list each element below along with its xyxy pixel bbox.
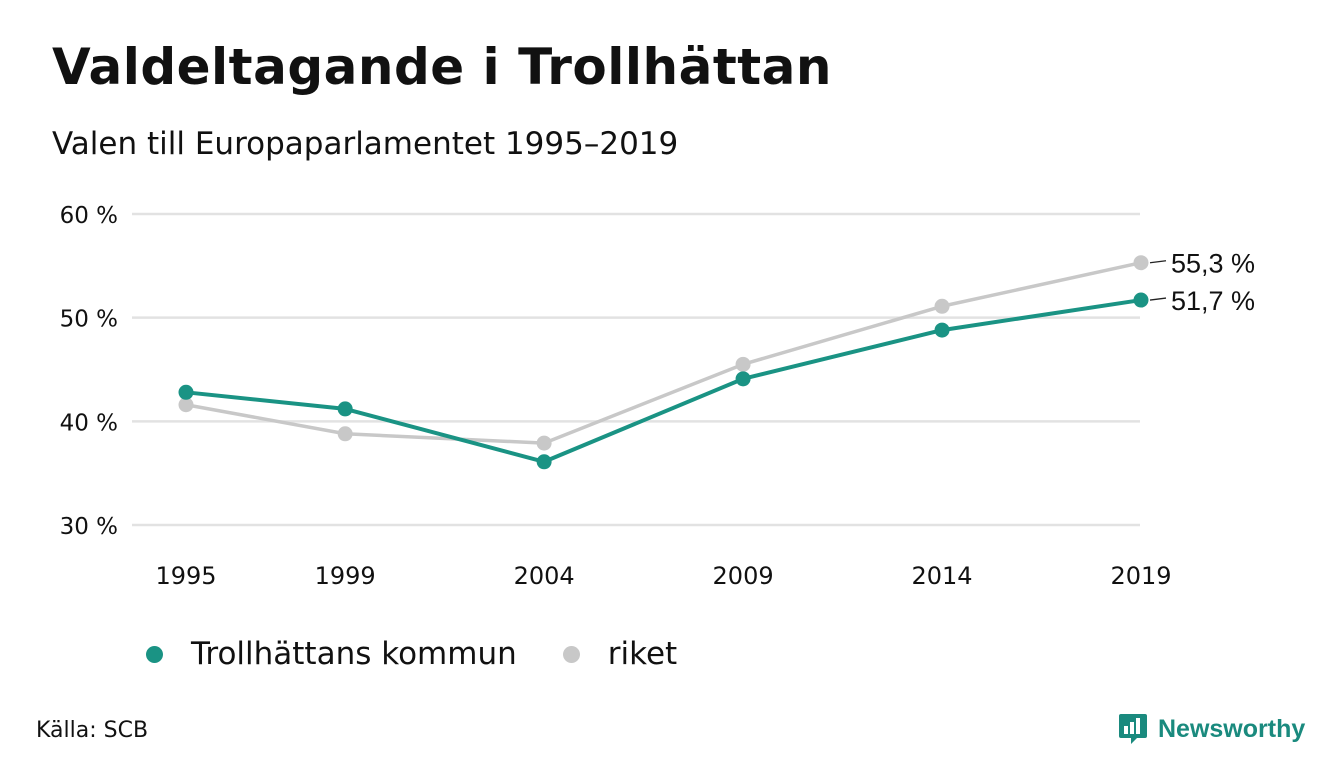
x-tick-label: 2009: [713, 562, 774, 590]
data-point-kommun: [934, 322, 950, 338]
data-point-kommun: [178, 384, 194, 400]
source-note: Källa: SCB: [36, 718, 149, 743]
end-label-leader: [1149, 260, 1167, 264]
y-tick-label: 30 %: [60, 514, 118, 540]
end-label-kommun: 51,7 %: [1171, 286, 1255, 316]
legend: Trollhättans kommun riket: [146, 636, 723, 672]
legend-item-riket: riket: [562, 636, 678, 672]
legend-dot-icon: [146, 645, 163, 663]
end-label-riket: 55,3 %: [1171, 249, 1255, 279]
legend-dot-icon: [562, 645, 580, 663]
gridlines: [132, 212, 1140, 527]
end-label-leader: [1149, 297, 1167, 301]
data-point-kommun: [536, 454, 552, 470]
data-point-riket: [1133, 255, 1149, 271]
legend-item-kommun: Trollhättans kommun: [146, 636, 517, 672]
data-point-riket: [735, 356, 751, 372]
y-tick-label: 40 %: [60, 410, 118, 436]
brand-name: Newsworthy: [1158, 714, 1306, 743]
end-labels: 55,3 % 51,7 %: [1149, 249, 1255, 316]
x-tick-label: 1995: [155, 562, 216, 590]
y-tick-label: 60 %: [60, 203, 118, 229]
series-lines: [178, 255, 1149, 470]
line-chart: 30 % 40 % 50 % 60 % 1995 1999 2004 2009 2014 201…: [60, 203, 1256, 590]
data-point-kommun: [1133, 292, 1149, 308]
series-line-kommun: [185, 298, 1142, 464]
x-tick-label: 2004: [514, 562, 575, 590]
chart-title: Valdeltagande i Trollhättan: [52, 38, 832, 96]
brand-logo: Newsworthy: [1118, 712, 1305, 746]
data-point-riket: [178, 397, 194, 413]
data-point-kommun: [735, 371, 751, 387]
data-point-riket: [934, 298, 950, 314]
data-point-riket: [337, 426, 353, 442]
x-tick-label: 2014: [912, 562, 973, 590]
legend-label-riket: riket: [607, 636, 678, 672]
x-tick-label: 1999: [315, 562, 376, 590]
chart-subtitle: Valen till Europaparlamentet 1995–2019: [52, 126, 679, 162]
x-axis-ticks: 1995 1999 2004 2009 2014 2019: [155, 562, 1171, 590]
y-axis-ticks: 30 % 40 % 50 % 60 %: [60, 203, 118, 540]
bar-chart-speech-bubble-icon: [1119, 714, 1147, 744]
legend-label-kommun: Trollhättans kommun: [191, 636, 517, 672]
data-point-riket: [536, 435, 552, 451]
y-tick-label: 50 %: [60, 307, 118, 333]
data-point-kommun: [337, 401, 353, 417]
series-line-riket: [185, 261, 1142, 445]
x-tick-label: 2019: [1110, 562, 1171, 590]
